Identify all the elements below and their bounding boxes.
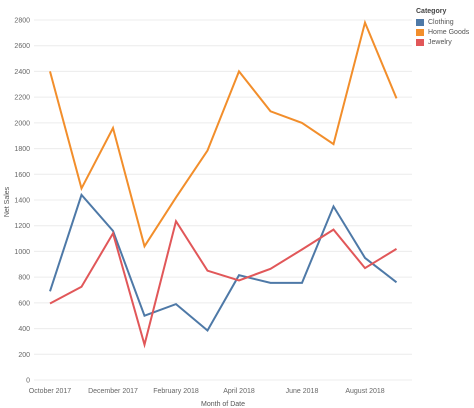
y-axis: 0 200 400 600 800 1000 1200 1400 1600 1800 2000 220… <box>14 18 30 385</box>
series-line-jewelry <box>49 218 398 349</box>
y-tick-label: 0 <box>26 378 30 385</box>
legend: Category Clothing Home Goods Jewelry <box>416 8 469 47</box>
gridlines <box>34 19 412 381</box>
y-axis-title: Net Sales <box>4 186 11 217</box>
y-tick-label: 400 <box>18 326 30 333</box>
y-tick-label: 800 <box>18 275 30 282</box>
series-lines <box>49 19 398 349</box>
legend-title: Category <box>416 8 447 15</box>
legend-label: Clothing <box>428 18 454 26</box>
y-tick-label: 2600 <box>14 43 30 50</box>
x-axis-title: Month of Date <box>201 401 245 408</box>
legend-swatch <box>416 38 424 46</box>
x-tick-label: December 2017 <box>88 388 138 395</box>
x-tick-label: April 2018 <box>223 388 255 395</box>
x-tick-label: June 2018 <box>286 388 319 395</box>
x-axis: October 2017 December 2017 February 2018 Ap… <box>29 388 385 395</box>
legend-item[interactable]: Home Goods <box>416 27 469 37</box>
legend-item[interactable]: Clothing <box>416 17 469 27</box>
legend-label: Home Goods <box>428 28 470 36</box>
x-tick-label: August 2018 <box>345 388 384 395</box>
legend-label: Jewelry <box>428 38 452 46</box>
y-tick-label: 2800 <box>14 18 30 25</box>
series-line-clothing <box>49 192 398 333</box>
y-tick-label: 1000 <box>14 249 30 256</box>
legend-item[interactable]: Jewelry <box>416 37 469 47</box>
legend-swatch <box>416 18 424 26</box>
y-tick-label: 600 <box>18 300 30 307</box>
legend-items: Clothing Home Goods Jewelry <box>416 17 469 47</box>
y-tick-label: 2400 <box>14 69 30 76</box>
y-tick-label: 2000 <box>14 120 30 127</box>
series-line-home-goods <box>49 19 398 249</box>
y-tick-label: 2200 <box>14 95 30 102</box>
y-tick-label: 1400 <box>14 198 30 205</box>
x-tick-label: October 2017 <box>29 388 72 395</box>
x-tick-label: February 2018 <box>153 388 199 395</box>
legend-swatch <box>416 28 424 36</box>
y-tick-label: 1800 <box>14 146 30 153</box>
y-tick-label: 1200 <box>14 223 30 230</box>
y-tick-label: 200 <box>18 352 30 359</box>
y-tick-label: 1600 <box>14 172 30 179</box>
